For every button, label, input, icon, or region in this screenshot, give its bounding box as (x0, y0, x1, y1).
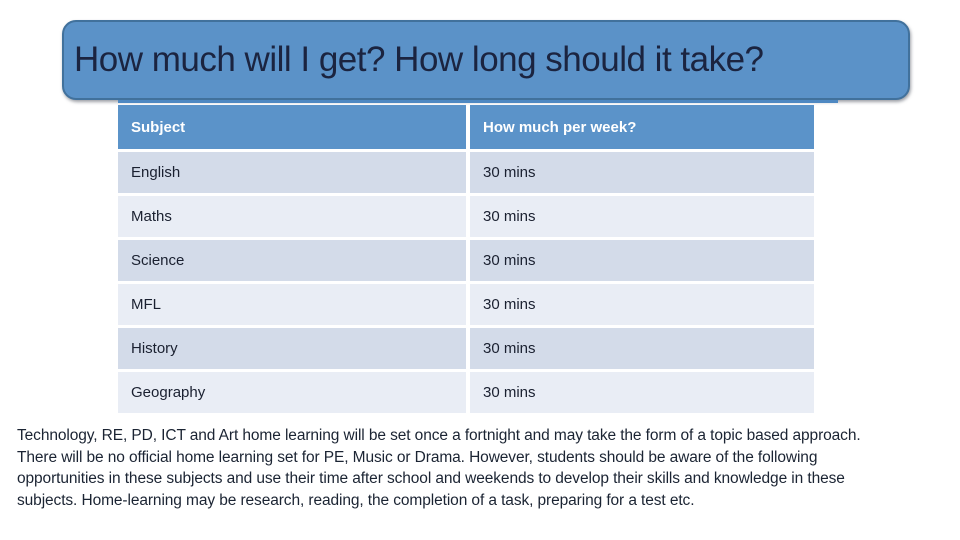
paragraph-line: There will be no official home learning … (17, 448, 818, 466)
duration-cell: 30 mins (470, 284, 814, 325)
duration-cell: 30 mins (470, 372, 814, 413)
duration-cell: 30 mins (470, 240, 814, 281)
paragraph-line: subjects. Home-learning may be research,… (17, 491, 695, 509)
subject-cell: History (118, 328, 466, 369)
subject-cell: Science (118, 240, 466, 281)
duration-cell: 30 mins (470, 328, 814, 369)
subject-cell: Geography (118, 372, 466, 413)
paragraph-line: opportunities in these subjects and use … (17, 470, 845, 487)
table-row: Science 30 mins (118, 240, 814, 281)
table-row: English 30 mins (118, 152, 814, 193)
table-row: Maths 30 mins (118, 196, 814, 237)
table-row: MFL 30 mins (118, 284, 814, 325)
title-banner: How much will I get? How long should it … (62, 20, 910, 100)
slide-title: How much will I get? How long should it … (74, 40, 764, 79)
duration-cell: 30 mins (470, 196, 814, 237)
subject-cell: English (118, 152, 466, 193)
table-top-border (118, 100, 838, 103)
header-subject: Subject (118, 105, 466, 149)
subject-cell: MFL (118, 284, 466, 325)
homework-table: Subject How much per week? English 30 min… (118, 105, 814, 416)
subject-cell: Maths (118, 196, 466, 237)
duration-cell: 30 mins (470, 152, 814, 193)
table-row: Geography 30 mins (118, 372, 814, 413)
header-per-week: How much per week? (470, 105, 814, 149)
footnote-paragraph: Technology, RE, PD, ICT and Art home lea… (17, 425, 957, 511)
paragraph-line: Technology, RE, PD, ICT and Art home lea… (17, 427, 861, 444)
table-row: History 30 mins (118, 328, 814, 369)
table-header-row: Subject How much per week? (118, 105, 814, 149)
